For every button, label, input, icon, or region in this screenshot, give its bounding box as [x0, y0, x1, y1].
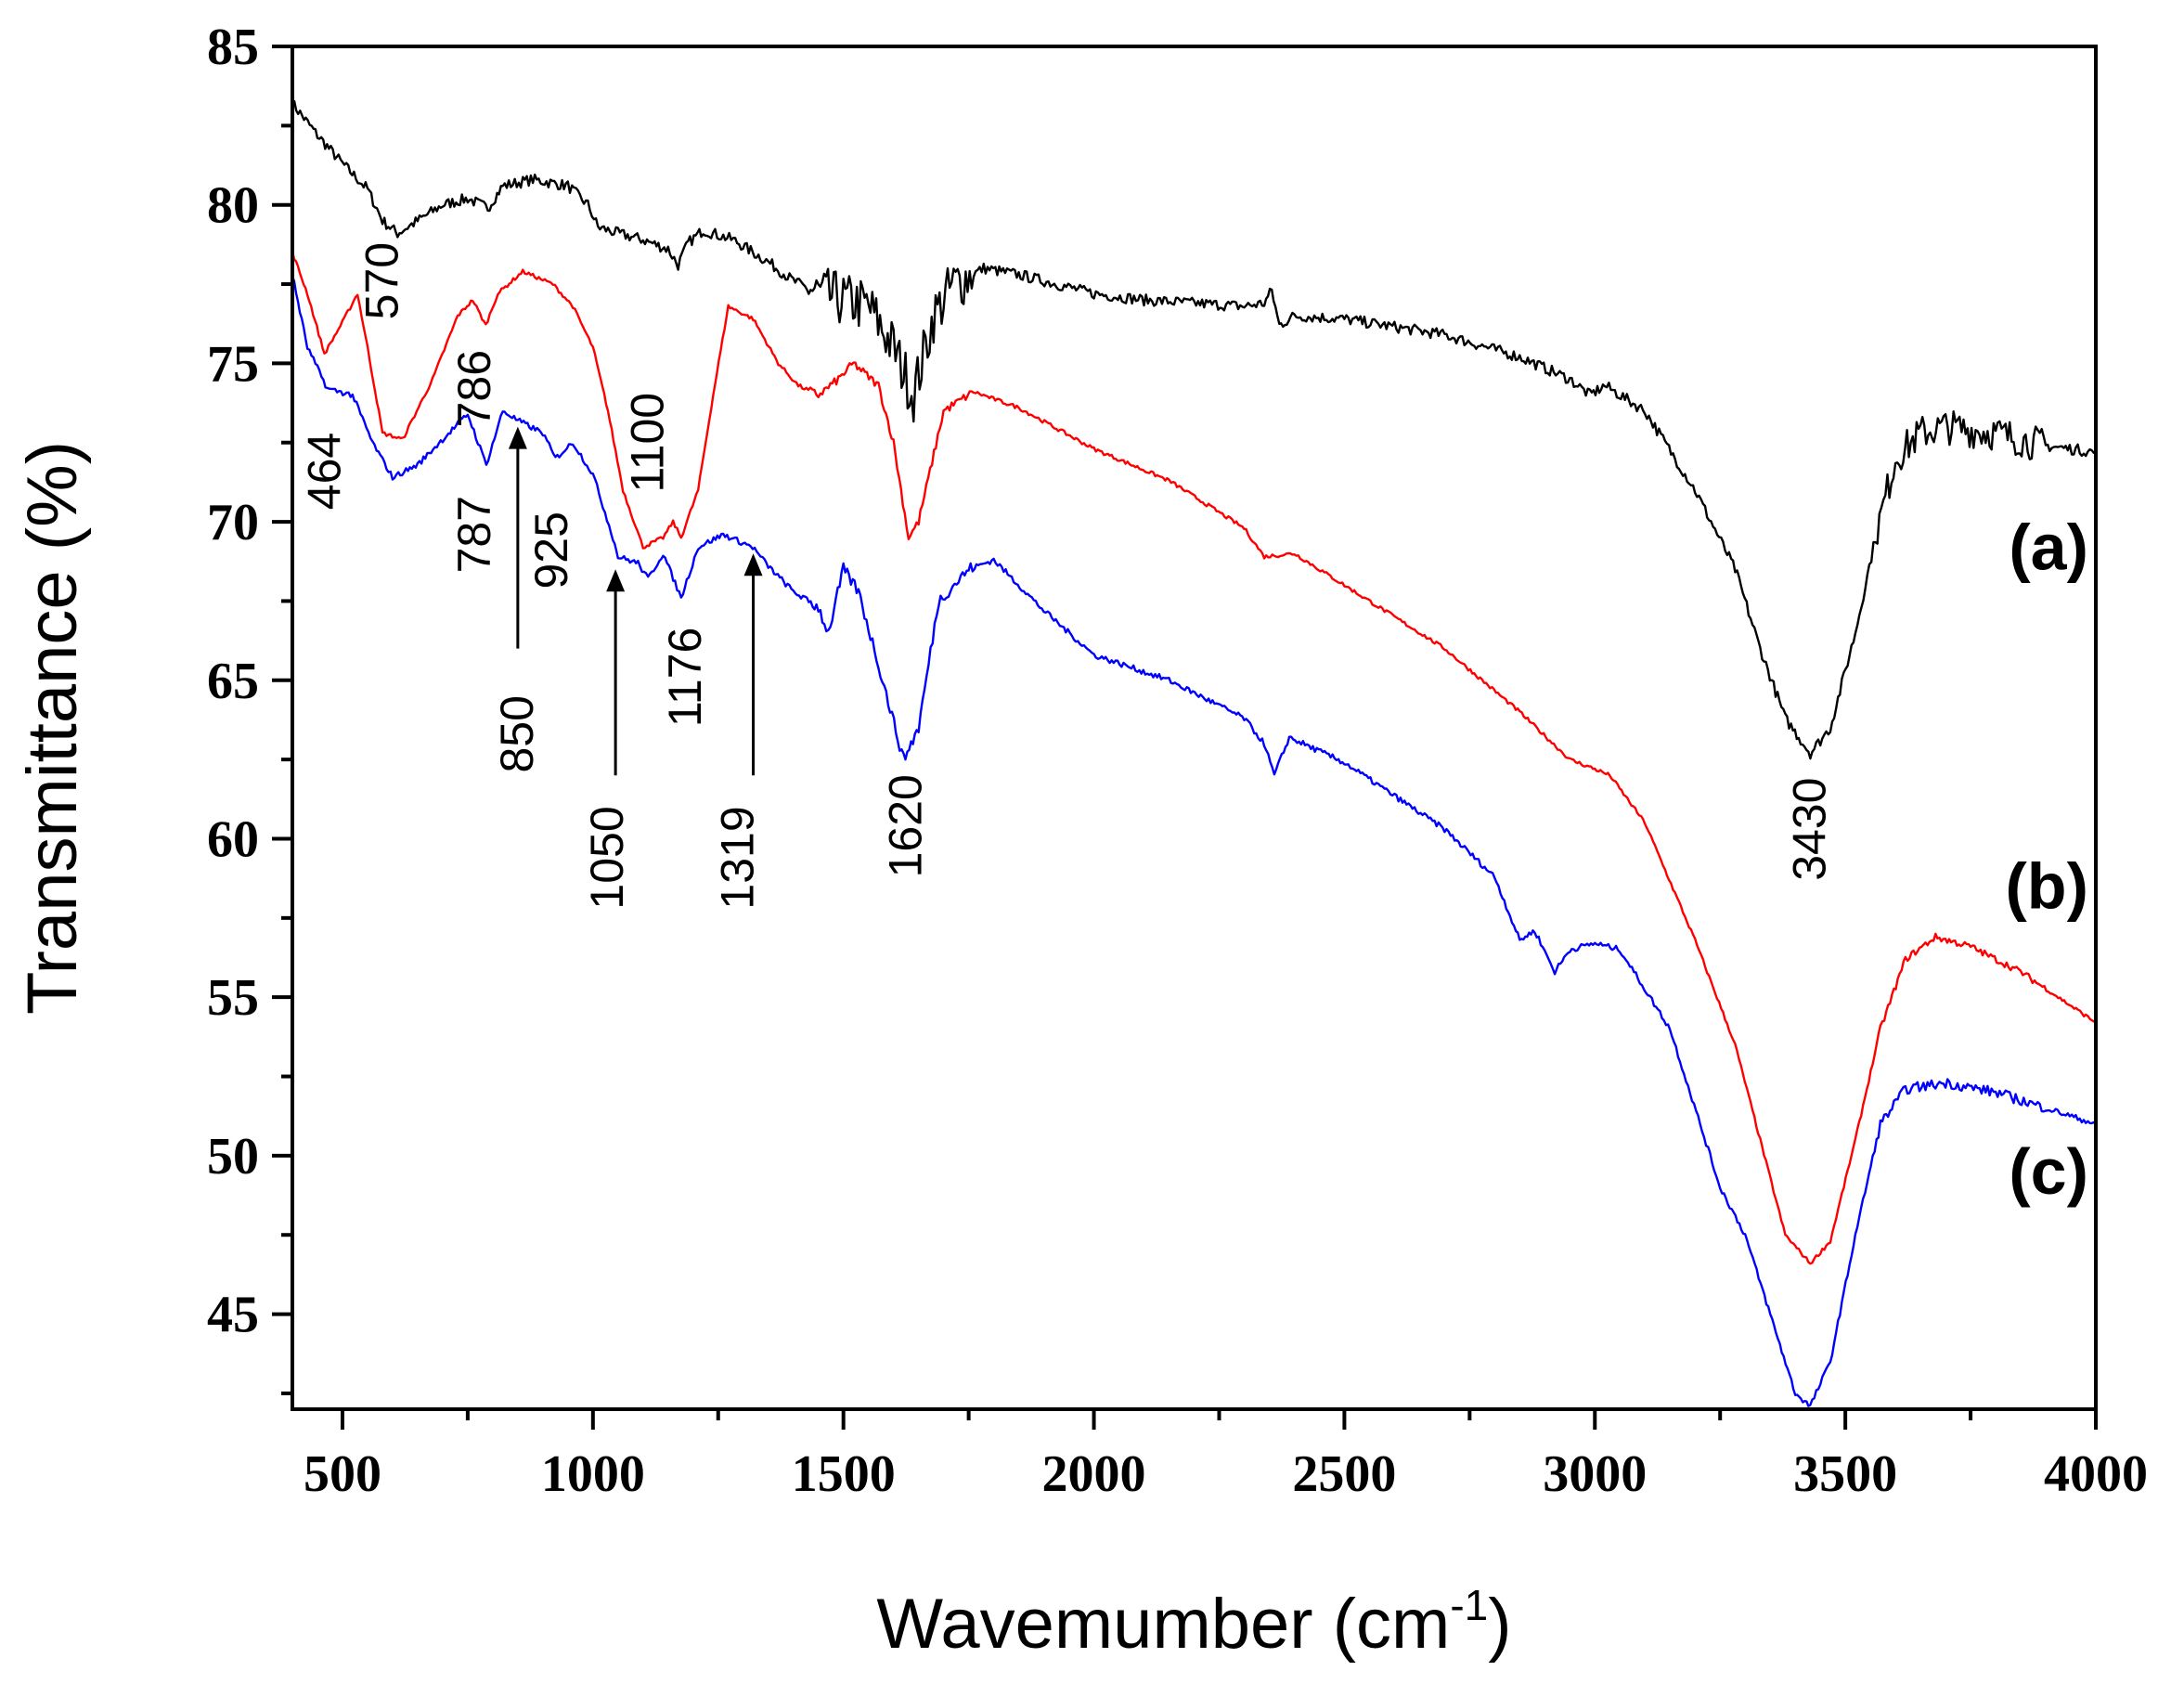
- peak-label-570: 570: [355, 242, 407, 319]
- x-tick-label-3000: 3000: [1543, 1445, 1647, 1503]
- x-tick-label-500: 500: [304, 1445, 381, 1503]
- y-tick-label-60: 60: [207, 810, 259, 868]
- y-tick-label-80: 80: [207, 177, 259, 235]
- peak-arrow-head-1050: [606, 569, 626, 592]
- x-axis-title: Wavemumber (cm-1): [876, 1581, 1511, 1664]
- y-tick-label-75: 75: [207, 335, 259, 393]
- x-tick-label-2500: 2500: [1292, 1445, 1396, 1503]
- x-tick-label-4000: 4000: [2044, 1445, 2148, 1503]
- peak-label-786: 786: [448, 350, 500, 427]
- series-label-2: (c): [2009, 1135, 2088, 1208]
- series-line-2: [291, 276, 2097, 1407]
- y-tick-label-45: 45: [207, 1287, 259, 1344]
- peak-label-1620: 1620: [879, 774, 931, 877]
- x-axis-title-main: Wavemumber (cm: [876, 1585, 1450, 1664]
- x-tick-label-1000: 1000: [541, 1445, 645, 1503]
- annotation-layer: 570 464 786 1100 787 925 850 1176 1050 1319 1620 34…: [298, 242, 1835, 910]
- ticks-layer: 500 1000 1500 2000 2500 3000 3500 4000 45 50 55 60 6…: [207, 19, 2148, 1503]
- x-tick-label-1500: 1500: [792, 1445, 896, 1503]
- peak-label-850: 850: [491, 695, 543, 772]
- y-axis-title: Transmittance (%): [13, 441, 92, 1015]
- x-axis-title-close: ): [1488, 1585, 1511, 1664]
- y-tick-label-70: 70: [207, 494, 259, 551]
- peak-label-925: 925: [525, 512, 577, 589]
- series-line-0: [291, 99, 2097, 760]
- series-layer: [291, 99, 2097, 1407]
- peak-label-3430: 3430: [1784, 778, 1836, 881]
- peak-label-1100: 1100: [621, 393, 673, 493]
- x-tick-label-2000: 2000: [1042, 1445, 1146, 1503]
- peak-label-464: 464: [298, 433, 350, 510]
- peak-label-787: 787: [448, 496, 500, 573]
- y-tick-label-85: 85: [207, 19, 259, 76]
- y-tick-label-50: 50: [207, 1128, 259, 1185]
- series-line-1: [291, 251, 2097, 1265]
- label-layer: (a) (b) (c): [2006, 511, 2088, 1208]
- peak-arrow-head-1319: [743, 553, 763, 576]
- series-label-1: (b): [2006, 850, 2088, 923]
- x-tick-label-3500: 3500: [1793, 1445, 1897, 1503]
- x-axis-title-sup: -1: [1450, 1581, 1488, 1629]
- series-label-0: (a): [2009, 511, 2088, 583]
- peak-label-1050: 1050: [581, 806, 633, 909]
- plot-frame: [291, 45, 2098, 1411]
- peak-label-1176: 1176: [659, 628, 711, 728]
- y-tick-label-55: 55: [207, 969, 259, 1027]
- y-tick-label-65: 65: [207, 653, 259, 710]
- peak-arrow-head-850: [508, 426, 527, 449]
- peak-label-1319: 1319: [712, 806, 764, 909]
